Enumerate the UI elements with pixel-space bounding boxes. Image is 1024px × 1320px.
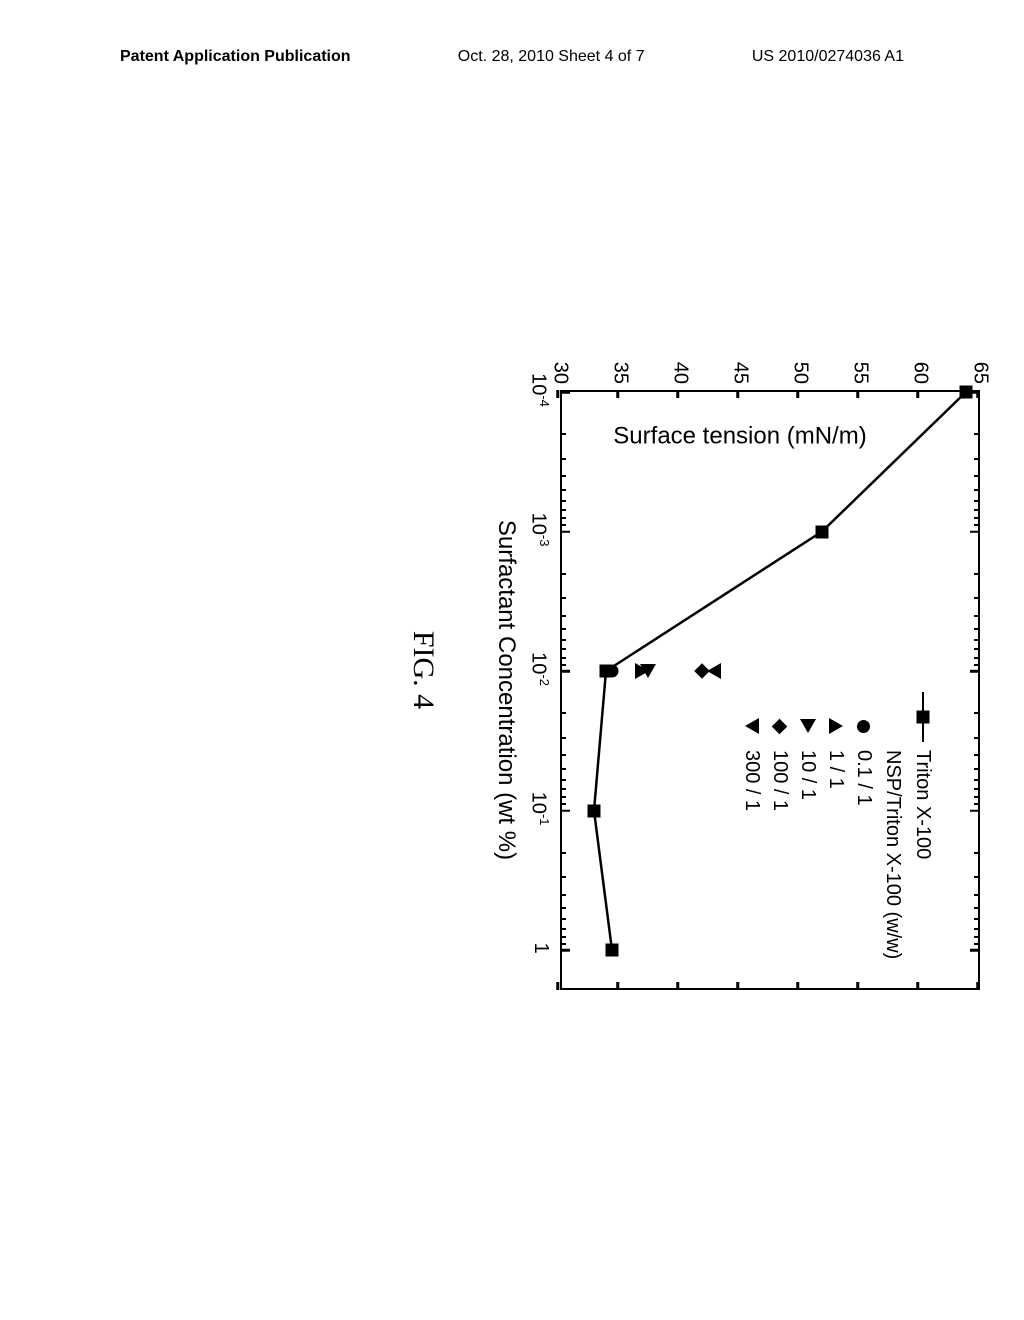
legend: Triton X-100 NSP/Triton X-100 (w/w) 0.1 …	[738, 692, 938, 959]
y-tick-label: 65	[969, 350, 992, 384]
y-tick-label: 60	[909, 350, 932, 384]
legend-item-triton: Triton X-100	[908, 692, 938, 959]
legend-item-label: 100 / 1	[765, 750, 795, 811]
legend-item-label: 1 / 1	[821, 750, 851, 789]
y-tick-label: 35	[609, 350, 632, 384]
data-point	[707, 663, 721, 679]
x-tick-label: 1	[529, 943, 552, 954]
legend-item: 100 / 1	[766, 710, 794, 959]
y-tick-label: 55	[849, 350, 872, 384]
legend-item: 1 / 1	[822, 710, 850, 959]
legend-item: 10 / 1	[794, 710, 822, 959]
figure-caption: FIG. 4	[406, 300, 440, 1040]
legend-subheading: NSP/Triton X-100 (w/w)	[878, 750, 908, 959]
x-axis-label: Surfactant Concentration (wt %)	[492, 390, 520, 990]
chart: Surface tension (mN/m) Surfactant Concen…	[480, 300, 1000, 1040]
header-right: US 2010/0274036 A1	[752, 48, 904, 66]
data-point	[588, 804, 601, 817]
legend-item: 0.1 / 1	[850, 710, 878, 959]
y-tick-label: 40	[669, 350, 692, 384]
legend-item-label: 10 / 1	[793, 750, 823, 800]
y-tick-label: 50	[789, 350, 812, 384]
data-point	[816, 525, 829, 538]
x-tick-label: 10-1	[526, 792, 552, 826]
x-tick-label: 10-4	[526, 373, 552, 407]
data-point	[606, 665, 619, 678]
legend-item-label: 0.1 / 1	[849, 750, 879, 806]
data-point	[606, 944, 619, 957]
data-point	[640, 664, 656, 678]
plot-area: Triton X-100 NSP/Triton X-100 (w/w) 0.1 …	[560, 390, 980, 990]
legend-label-triton: Triton X-100	[908, 750, 938, 859]
x-tick-label: 10-2	[526, 652, 552, 686]
header-left: Patent Application Publication	[120, 48, 351, 66]
legend-item: 300 / 1	[738, 710, 766, 959]
header-center: Oct. 28, 2010 Sheet 4 of 7	[458, 48, 645, 66]
legend-item-label: 300 / 1	[737, 750, 767, 811]
figure-container: Surface tension (mN/m) Surfactant Concen…	[20, 300, 1000, 1040]
data-point	[697, 666, 708, 677]
x-tick-label: 10-3	[526, 513, 552, 547]
y-tick-label: 45	[729, 350, 752, 384]
